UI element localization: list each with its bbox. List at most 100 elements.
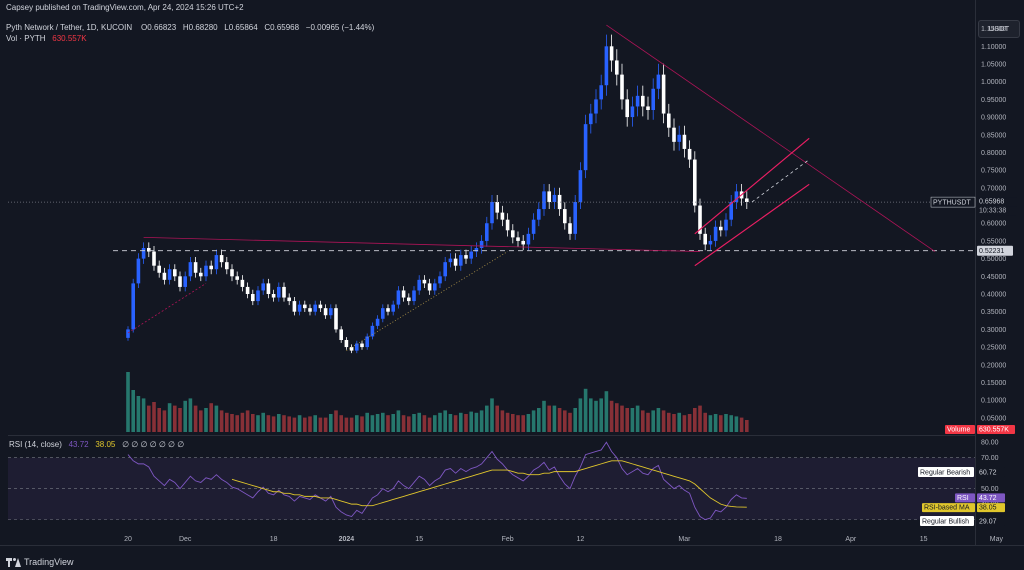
channel-upper [694, 137, 810, 235]
candle-body [542, 191, 546, 210]
candle-body [131, 283, 135, 330]
candle-body [407, 297, 411, 302]
rsi-tick-label: 70.00 [981, 455, 999, 462]
volume-bar [360, 416, 364, 432]
volume-bar [635, 405, 640, 432]
volume-bar [531, 410, 536, 432]
candle-body [396, 290, 401, 305]
volume-bar [401, 415, 406, 432]
time-tick-label: Mar [678, 536, 691, 543]
candle-body [526, 233, 531, 245]
price-tick-label: 1.15000 [981, 26, 1006, 33]
upper-trendline-early [143, 236, 701, 252]
rsi-tag-bullish-label-bg [920, 516, 974, 527]
volume-bar [604, 391, 609, 432]
volume-bar [292, 417, 297, 432]
candle-body [604, 46, 609, 86]
rsi-tag-ma-label-bg [922, 503, 975, 513]
candle-body [745, 198, 749, 202]
candle-body [401, 290, 406, 298]
candle-body [422, 279, 427, 284]
candle-body [573, 202, 577, 234]
candle-body [303, 304, 307, 309]
candle-body [167, 269, 172, 280]
currency-button[interactable]: USDT [978, 20, 1020, 38]
volume-bar [225, 412, 229, 432]
candle-body [204, 265, 208, 277]
candle-body [141, 248, 146, 259]
candle-body [630, 106, 635, 118]
price-tick-label: 0.50000 [981, 256, 1006, 263]
volume-bar [537, 408, 541, 432]
candle-body [199, 272, 203, 277]
rsi-tag-rsi-value-bg [977, 493, 1005, 503]
volume-bar [698, 405, 702, 432]
footer-brand[interactable]: TradingView [24, 557, 74, 567]
volume-bar [651, 410, 655, 432]
volume-bar [557, 408, 562, 432]
price-tick-label: 0.55000 [981, 238, 1006, 245]
rsi-tag-ma-value: 38.05 [979, 505, 997, 512]
volume-bar [474, 412, 479, 432]
time-tick-label: 18 [774, 536, 782, 543]
candle-body [490, 202, 494, 224]
volume-bar [661, 410, 666, 432]
time-tick-label: 2024 [339, 536, 355, 543]
candle-body [219, 255, 224, 263]
price-tick-label: 0.05000 [981, 415, 1006, 422]
volume-bar [563, 410, 567, 432]
rsi-tag-rsi-label-bg [955, 493, 975, 503]
volume-bar [323, 417, 328, 432]
candle-body [173, 269, 177, 277]
time-axis-border [0, 545, 1024, 546]
change-value: −0.00965 (−1.44%) [305, 23, 375, 32]
candle-body [344, 340, 349, 348]
volume-bar [157, 408, 161, 432]
time-tick-label: 12 [577, 536, 585, 543]
candle-body [386, 308, 390, 312]
candle-body [157, 265, 161, 273]
volume-bar [583, 388, 588, 432]
price-tick-label: 0.85000 [981, 132, 1006, 139]
candle-body [188, 262, 193, 277]
volume-bar [141, 398, 146, 432]
symbol-name[interactable]: Pyth Network / Tether, 1D, KUCOIN [6, 23, 133, 32]
volume-bar [167, 403, 172, 432]
volume-bar [256, 415, 260, 432]
support-tag: 0.52231 [979, 248, 1004, 255]
candle-body [412, 290, 416, 302]
candle-body [495, 202, 499, 213]
price-tag-symbol: PYTHUSDT [933, 200, 971, 207]
candle-body [417, 279, 421, 291]
rsi-label[interactable]: RSI (14, close) [9, 440, 62, 449]
candle-body [500, 212, 505, 220]
tradingview-logo-icon [6, 557, 21, 567]
volume-bar [693, 408, 697, 432]
rsi-legend: RSI (14, close) 43.72 38.05 ∅ ∅ ∅ ∅ ∅ ∅ … [9, 440, 184, 449]
price-tick-label: 0.40000 [981, 292, 1006, 299]
rsi-tag-bearish-value: 60.72 [979, 470, 997, 477]
candle-body [469, 251, 473, 259]
volume-bar [516, 415, 520, 432]
candle-body [708, 240, 713, 245]
price-tag-value: 0.65968 [979, 199, 1004, 206]
candle-body [193, 262, 198, 273]
volume-bar [672, 414, 676, 432]
rsi-empty-values: ∅ ∅ ∅ ∅ ∅ ∅ ∅ [122, 440, 185, 449]
volume-bar [230, 414, 234, 432]
candle-body [235, 276, 239, 280]
volume-bar [739, 417, 744, 432]
volume-bar [505, 412, 510, 432]
volume-label[interactable]: Vol · PYTH [6, 34, 46, 43]
candle-body [485, 223, 489, 241]
candle-body [178, 276, 182, 287]
candle-body [355, 343, 359, 351]
volume-bar [147, 405, 151, 432]
candle-body [734, 191, 739, 202]
volume-bar [443, 410, 447, 432]
volume-bar [204, 408, 208, 432]
channel-mid-projection [751, 159, 810, 203]
volume-bar [453, 415, 458, 432]
low-value: L0.65864 [224, 23, 258, 32]
